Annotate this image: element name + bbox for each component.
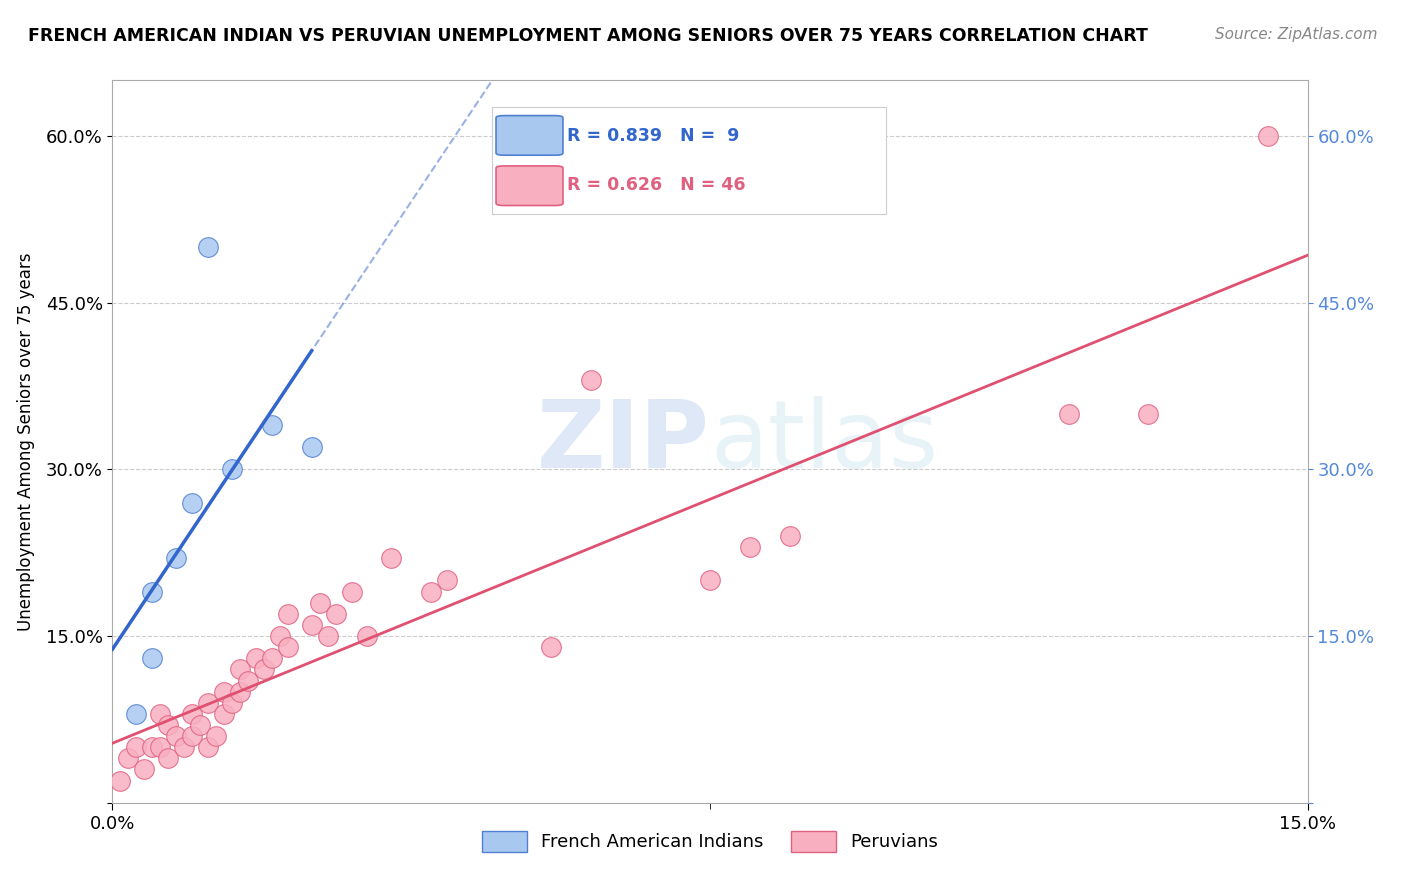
Point: [181, 729, 204, 743]
Point: [197, 696, 219, 710]
Point: [125, 706, 148, 721]
Point: [125, 740, 148, 755]
Point: [197, 740, 219, 755]
Point: [141, 584, 163, 599]
Point: [308, 596, 330, 610]
Point: [149, 706, 172, 721]
Point: [188, 718, 211, 732]
Point: [579, 373, 602, 387]
Legend: French American Indians, Peruvians: French American Indians, Peruvians: [475, 823, 945, 859]
Point: [325, 607, 347, 621]
Point: [149, 740, 172, 755]
Text: ZIP: ZIP: [537, 395, 710, 488]
Point: [380, 551, 402, 566]
Point: [157, 751, 180, 765]
Point: [340, 584, 363, 599]
Point: [316, 629, 339, 643]
Point: [1257, 128, 1279, 143]
Point: [141, 651, 163, 665]
Point: [436, 574, 458, 588]
Point: [260, 417, 283, 432]
Point: [197, 240, 219, 254]
Point: [245, 651, 267, 665]
Text: Source: ZipAtlas.com: Source: ZipAtlas.com: [1215, 27, 1378, 42]
FancyBboxPatch shape: [496, 116, 562, 155]
Point: [134, 763, 156, 777]
Point: [205, 729, 228, 743]
Text: atlas: atlas: [710, 395, 938, 488]
FancyBboxPatch shape: [496, 166, 562, 205]
Point: [779, 529, 801, 543]
Point: [277, 640, 299, 655]
Point: [141, 740, 163, 755]
Point: [212, 706, 235, 721]
Point: [221, 696, 243, 710]
Point: [301, 440, 323, 454]
Point: [110, 773, 132, 788]
Point: [540, 640, 562, 655]
Point: [420, 584, 443, 599]
Point: [157, 718, 180, 732]
Point: [356, 629, 378, 643]
Point: [301, 618, 323, 632]
Point: [229, 684, 252, 698]
Point: [699, 574, 721, 588]
Point: [165, 729, 187, 743]
Point: [260, 651, 283, 665]
Point: [181, 496, 204, 510]
Point: [173, 740, 195, 755]
Point: [221, 462, 243, 476]
Point: [269, 629, 291, 643]
Point: [212, 684, 235, 698]
Point: [738, 540, 761, 554]
Point: [1057, 407, 1080, 421]
Point: [229, 662, 252, 676]
Point: [117, 751, 139, 765]
Point: [165, 551, 187, 566]
Text: R = 0.839   N =  9: R = 0.839 N = 9: [567, 127, 740, 145]
Text: FRENCH AMERICAN INDIAN VS PERUVIAN UNEMPLOYMENT AMONG SENIORS OVER 75 YEARS CORR: FRENCH AMERICAN INDIAN VS PERUVIAN UNEMP…: [28, 27, 1147, 45]
Text: R = 0.626   N = 46: R = 0.626 N = 46: [567, 177, 745, 194]
Point: [181, 706, 204, 721]
Point: [253, 662, 276, 676]
Point: [1137, 407, 1160, 421]
Y-axis label: Unemployment Among Seniors over 75 years: Unemployment Among Seniors over 75 years: [17, 252, 35, 631]
Point: [277, 607, 299, 621]
Point: [236, 673, 259, 688]
